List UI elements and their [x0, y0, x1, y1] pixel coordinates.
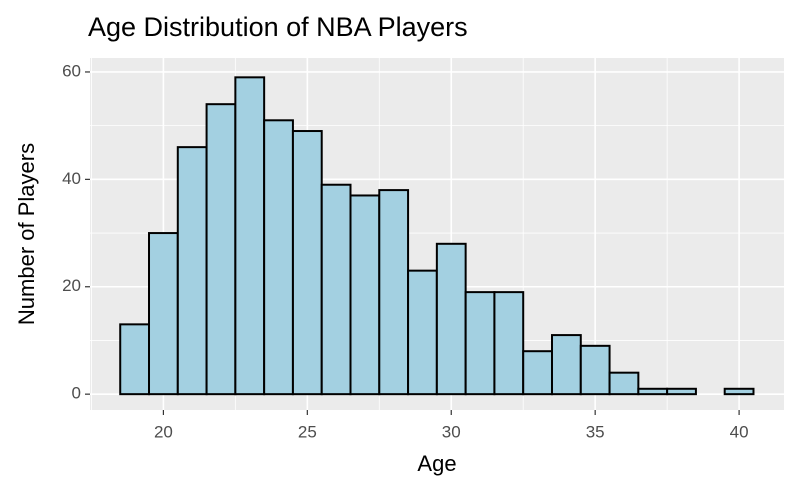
- bar: [435, 242, 467, 396]
- x-tick-label: 20: [154, 422, 173, 441]
- bar: [522, 350, 553, 396]
- bar: [263, 119, 294, 396]
- bar: [407, 269, 438, 396]
- bar: [493, 291, 525, 396]
- x-tick-label: 30: [442, 422, 461, 441]
- bar: [550, 334, 582, 396]
- y-tick-label: 0: [72, 384, 81, 403]
- bar: [205, 103, 237, 396]
- bar: [176, 146, 208, 396]
- bar: [723, 387, 755, 396]
- bar: [378, 189, 410, 396]
- bar: [464, 291, 496, 396]
- bar: [579, 344, 611, 396]
- bar: [320, 183, 352, 396]
- bar: [148, 232, 179, 396]
- y-axis-label: Number of Players: [14, 143, 39, 325]
- bar: [291, 130, 323, 396]
- y-tick-label: 20: [62, 276, 81, 295]
- bar: [234, 76, 266, 396]
- x-tick-label: 25: [298, 422, 317, 441]
- x-tick-label: 40: [730, 422, 749, 441]
- bar: [349, 194, 381, 396]
- bar: [119, 323, 151, 396]
- y-tick-label: 60: [62, 61, 81, 80]
- y-tick-label: 40: [62, 169, 81, 188]
- x-axis-label: Age: [417, 451, 456, 476]
- chart-title: Age Distribution of NBA Players: [88, 12, 468, 42]
- bar: [608, 371, 640, 396]
- x-tick-label: 35: [586, 422, 605, 441]
- bar: [666, 387, 697, 396]
- bar: [637, 387, 669, 396]
